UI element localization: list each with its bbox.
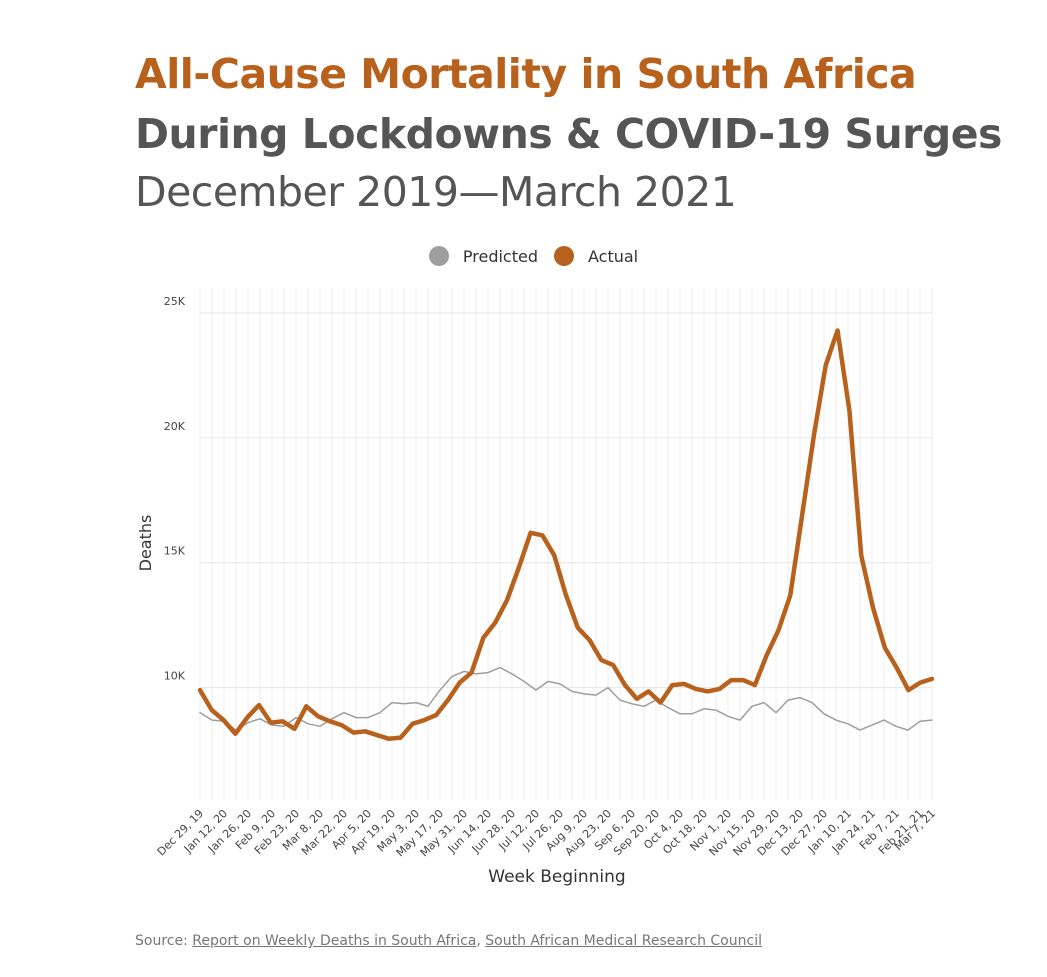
y-tick-label: 15K: [164, 545, 186, 558]
source-note: Source: Report on Weekly Deaths in South…: [135, 933, 762, 949]
legend-item-predicted[interactable]: Predicted: [428, 246, 538, 266]
source-link-samrc[interactable]: South African Medical Research Council: [485, 933, 762, 949]
y-axis-label: Deaths: [136, 515, 155, 572]
series-line-predicted: [199, 666, 933, 731]
series-line-actual: [197, 328, 935, 742]
y-tick-label: 10K: [164, 670, 186, 683]
source-prefix: Source:: [135, 933, 193, 949]
legend-dot-actual: [553, 246, 574, 266]
chart-legend: Predicted Actual: [0, 246, 1047, 266]
legend-label-predicted: Predicted: [462, 246, 538, 266]
legend-dot-predicted: [428, 246, 449, 266]
x-axis-label: Week Beginning: [488, 867, 625, 887]
source-link-report[interactable]: Report on Weekly Deaths in South Africa: [192, 933, 477, 949]
y-tick-label: 20K: [164, 420, 186, 433]
chart-subtitle: During Lockdowns & COVID-19 Surges: [135, 110, 1002, 158]
y-tick-label: 25K: [164, 295, 186, 308]
legend-label-actual: Actual: [587, 246, 639, 266]
source-separator: ,: [476, 933, 486, 949]
legend-item-actual[interactable]: Actual: [553, 246, 639, 266]
chart-date-range: December 2019—March 2021: [135, 168, 737, 216]
chart-title: All-Cause Mortality in South Africa: [135, 50, 917, 98]
